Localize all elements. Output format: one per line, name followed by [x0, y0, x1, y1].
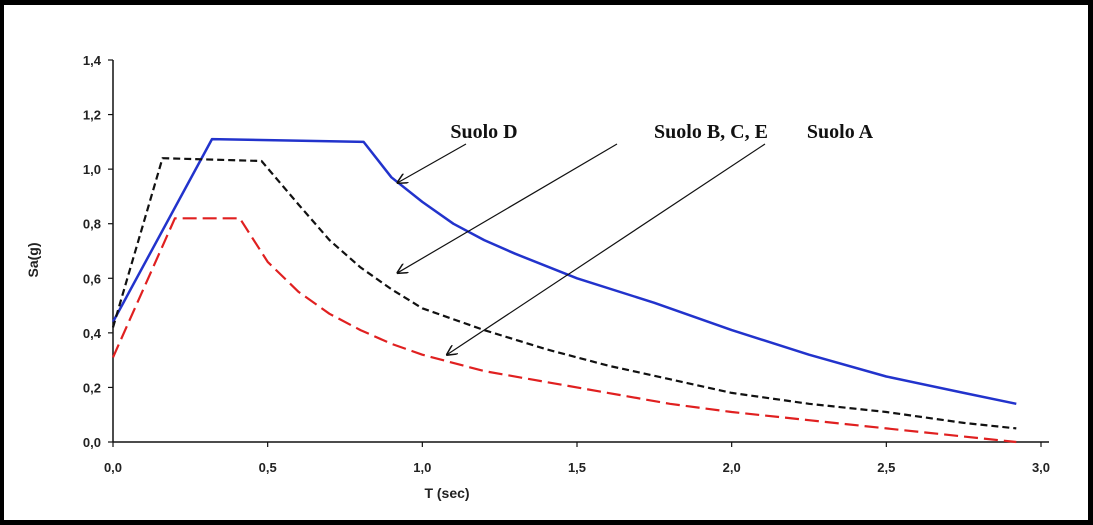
axes: 0,0 0,5 1,0 1,5 2,0 2,5 3,0 0,0 0,2 0,4 0,6 0,8 1,0 1…: [83, 53, 1050, 475]
annotation-arrow: [398, 143, 467, 183]
y-tick-label: 0,2: [83, 380, 101, 395]
x-tick-label: 3,0: [1032, 460, 1050, 475]
y-axis-label: Sa(g): [25, 243, 41, 278]
x-tick-label: 0,0: [104, 460, 122, 475]
x-axis-label: T (sec): [424, 485, 469, 501]
annotation-arrow: [398, 143, 618, 273]
annotation-label: Suolo B, C, E: [654, 121, 768, 143]
annotation-label: Suolo A: [807, 121, 874, 143]
x-tick-label: 1,5: [568, 460, 586, 475]
annotation-label: Suolo D: [450, 121, 517, 143]
y-tick-label: 0,4: [83, 326, 102, 341]
y-tick-label: 0,0: [83, 435, 101, 450]
series-layer: [111, 137, 1017, 444]
series-line-2: [111, 217, 1017, 444]
series-line-1: [111, 157, 1017, 430]
x-tick-label: 1,0: [413, 460, 431, 475]
series-line-0: [111, 137, 1017, 406]
annotations: Suolo D Suolo B, C, E Suolo A: [398, 121, 874, 355]
y-tick-label: 1,2: [83, 108, 101, 123]
x-tick-label: 2,5: [877, 460, 895, 475]
y-tick-label: 1,0: [83, 162, 101, 177]
chart: 0,0 0,5 1,0 1,5 2,0 2,5 3,0 0,0 0,2 0,4 0,6 0,8 1,0 1…: [25, 53, 1050, 501]
y-tick-label: 0,6: [83, 271, 101, 286]
x-tick-label: 0,5: [259, 460, 277, 475]
y-tick-label: 0,8: [83, 217, 101, 232]
x-tick-label: 2,0: [723, 460, 741, 475]
annotation-arrow: [447, 143, 766, 355]
y-tick-label: 1,4: [83, 53, 102, 68]
